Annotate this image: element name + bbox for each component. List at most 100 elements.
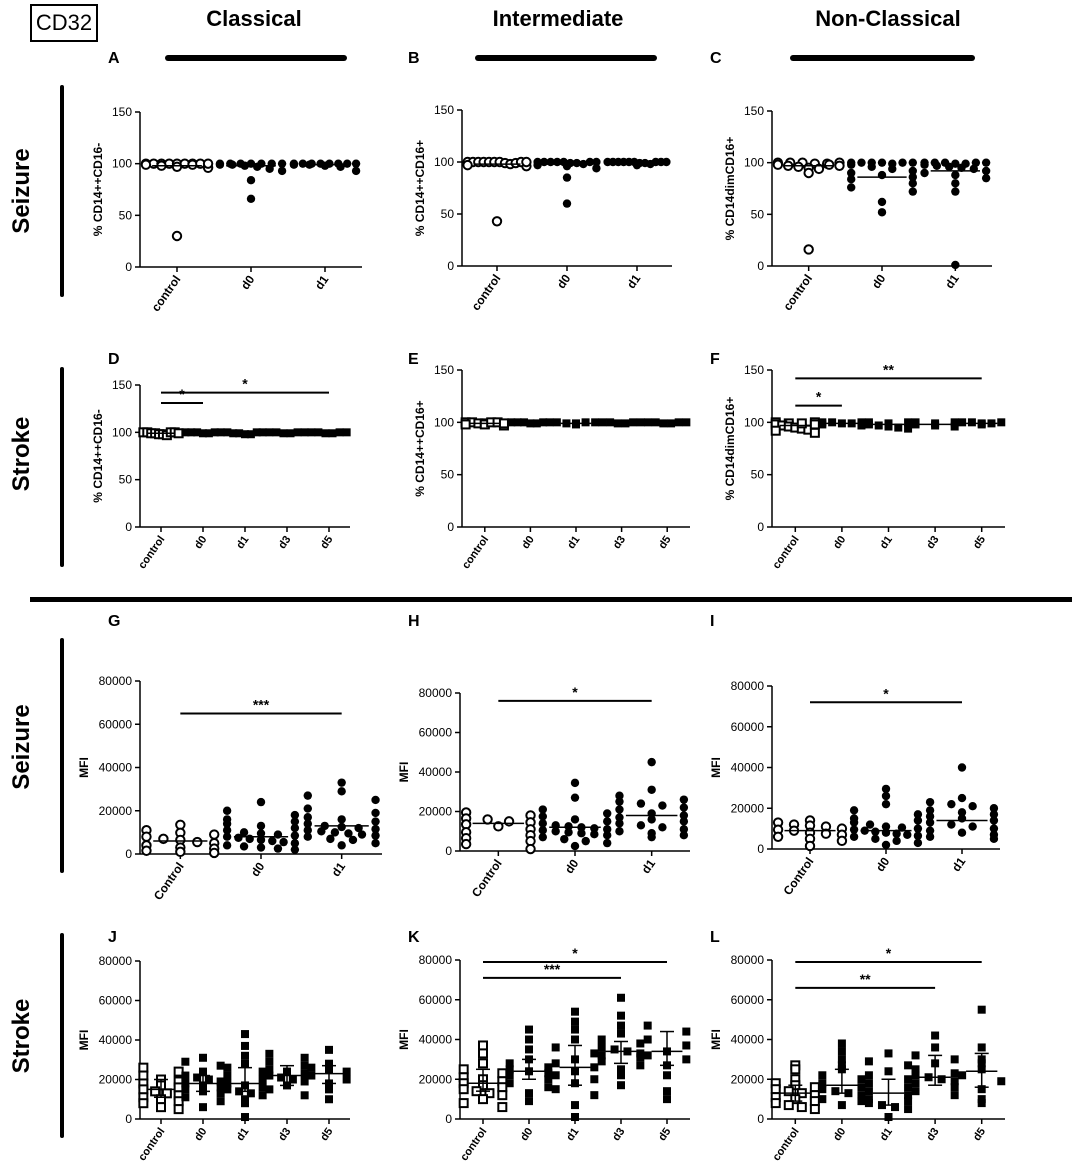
data-point bbox=[256, 797, 266, 807]
x-tick-label: d0 bbox=[248, 859, 268, 879]
data-point bbox=[239, 842, 249, 851]
data-point bbox=[290, 810, 300, 820]
data-point bbox=[864, 1099, 873, 1108]
y-tick-label: 100 bbox=[434, 415, 454, 429]
y-tick-label: 80000 bbox=[99, 674, 133, 688]
data-point bbox=[679, 831, 689, 840]
data-point bbox=[837, 1047, 846, 1056]
data-point bbox=[175, 846, 186, 858]
data-point bbox=[617, 993, 625, 1002]
data-point bbox=[256, 829, 266, 838]
data-point bbox=[538, 832, 547, 842]
data-point bbox=[891, 1103, 900, 1112]
data-point bbox=[908, 179, 917, 188]
series-d0 bbox=[222, 797, 300, 854]
data-point bbox=[682, 418, 691, 427]
data-point bbox=[643, 1035, 652, 1044]
y-tick-label: 0 bbox=[757, 520, 764, 534]
panel-label: J bbox=[108, 929, 117, 946]
series-control bbox=[140, 158, 214, 242]
y-tick-label: 0 bbox=[125, 260, 132, 274]
error-bar bbox=[660, 1030, 674, 1067]
series-d1 bbox=[552, 418, 600, 429]
data-point bbox=[790, 1064, 801, 1075]
significance-bracket: * bbox=[161, 376, 329, 394]
data-point bbox=[977, 1005, 986, 1014]
data-point bbox=[931, 1031, 940, 1040]
data-point bbox=[241, 1113, 249, 1122]
data-point bbox=[330, 828, 340, 837]
y-tick-label: 150 bbox=[112, 378, 132, 392]
data-point bbox=[277, 166, 287, 176]
data-point bbox=[647, 757, 656, 767]
error-bar bbox=[928, 1054, 943, 1086]
data-point bbox=[258, 428, 267, 437]
data-point bbox=[290, 838, 300, 848]
data-point bbox=[300, 1077, 309, 1086]
data-point bbox=[265, 1065, 274, 1074]
y-tick-label: 20000 bbox=[419, 1072, 453, 1086]
panel-label: D bbox=[108, 351, 120, 368]
data-point bbox=[603, 825, 612, 834]
panel-label: E bbox=[408, 351, 419, 368]
data-point bbox=[837, 1101, 846, 1110]
data-point bbox=[864, 1087, 873, 1096]
panel-h: H 0 20000 40000 60000 80000 MFI Control d0 d1 * bbox=[397, 613, 690, 900]
data-point bbox=[497, 1068, 508, 1079]
data-point bbox=[662, 157, 671, 167]
significance-label: *** bbox=[253, 696, 270, 712]
data-point bbox=[538, 805, 547, 814]
data-point bbox=[647, 785, 656, 794]
data-point bbox=[192, 836, 203, 848]
data-point bbox=[320, 161, 330, 170]
data-point bbox=[857, 1083, 866, 1092]
data-point bbox=[847, 175, 856, 184]
panel-label: C bbox=[710, 50, 722, 67]
data-point bbox=[300, 428, 309, 437]
data-point bbox=[679, 795, 689, 804]
data-point bbox=[881, 799, 891, 809]
data-point bbox=[818, 1095, 827, 1104]
data-point bbox=[951, 179, 960, 188]
data-point bbox=[597, 1051, 606, 1060]
y-tick-label: 40000 bbox=[419, 1033, 453, 1047]
data-point bbox=[545, 418, 554, 427]
series-d0 bbox=[181, 428, 225, 438]
data-point bbox=[617, 1011, 625, 1020]
panel-k: K 0 20000 40000 60000 80000 MFI control d0 d1 d3 d5… bbox=[397, 929, 691, 1163]
data-point bbox=[920, 168, 929, 178]
data-point bbox=[478, 1048, 488, 1059]
data-point bbox=[617, 1081, 625, 1090]
x-tick-label: control bbox=[458, 1126, 489, 1163]
data-point bbox=[809, 1096, 820, 1107]
error-bar bbox=[834, 1068, 849, 1094]
data-point bbox=[289, 160, 299, 169]
series-d1 bbox=[925, 763, 999, 844]
y-axis-label: MFI bbox=[397, 762, 411, 783]
data-point bbox=[371, 824, 380, 834]
x-tick-label: d1 bbox=[624, 271, 644, 291]
data-point bbox=[265, 1057, 274, 1066]
data-point bbox=[551, 1043, 560, 1052]
data-point bbox=[571, 1101, 579, 1110]
data-point bbox=[925, 826, 935, 835]
data-point bbox=[564, 822, 573, 831]
data-point bbox=[246, 1089, 255, 1098]
data-point bbox=[636, 821, 646, 830]
data-point bbox=[562, 161, 572, 171]
data-point bbox=[503, 816, 515, 827]
data-point bbox=[286, 429, 295, 438]
data-point bbox=[300, 1061, 309, 1070]
data-point bbox=[867, 162, 876, 171]
data-point bbox=[911, 1087, 920, 1096]
data-point bbox=[571, 1035, 579, 1044]
data-point bbox=[241, 1059, 249, 1068]
data-point bbox=[525, 1045, 533, 1054]
data-point bbox=[216, 1077, 225, 1086]
data-point bbox=[222, 806, 232, 815]
data-point bbox=[818, 1085, 827, 1094]
data-point bbox=[181, 1079, 190, 1088]
data-point bbox=[228, 160, 237, 169]
data-point bbox=[911, 1079, 920, 1088]
series-d1 bbox=[920, 158, 991, 270]
